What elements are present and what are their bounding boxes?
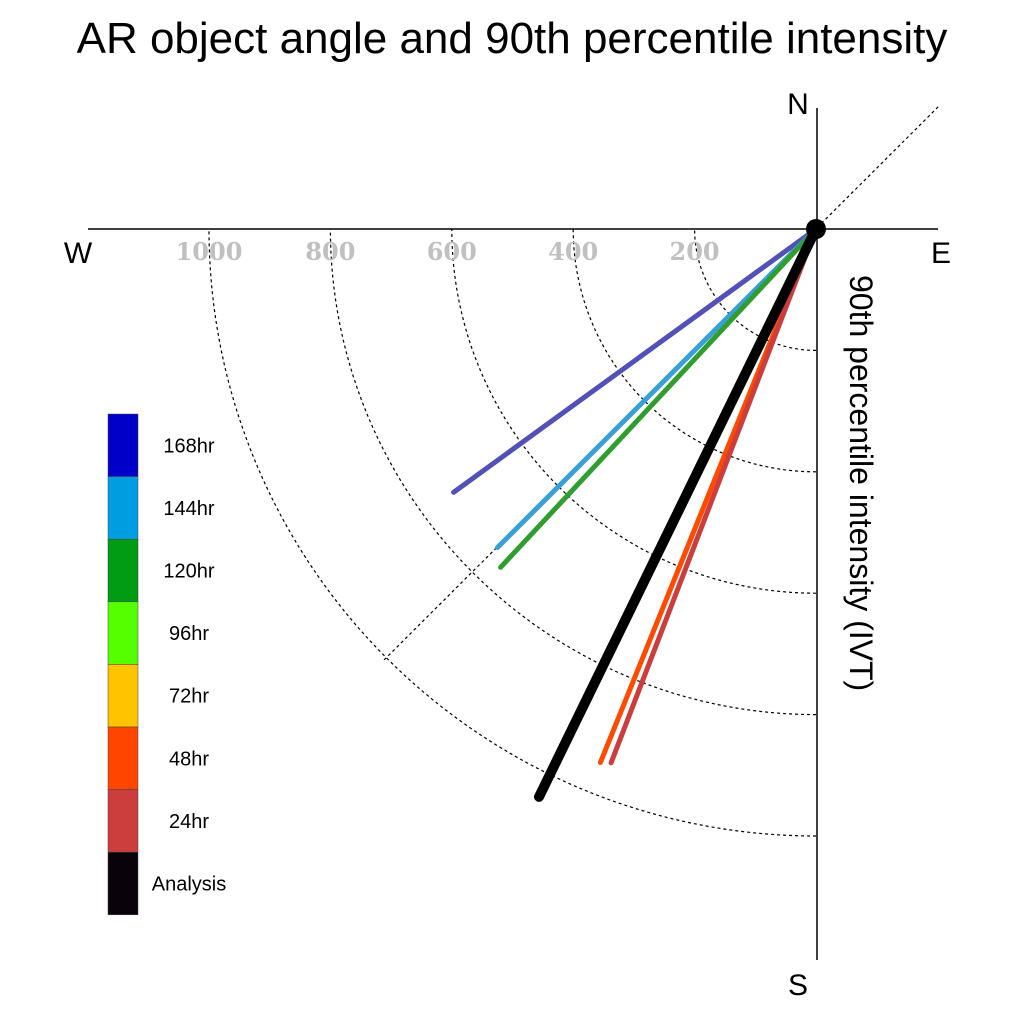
compass-north-label: N <box>787 88 809 121</box>
compass-east-label: E <box>931 237 951 270</box>
radial-axis-label: 90th percentile intensity (IVT) <box>843 275 879 691</box>
legend-label-24hr: 24hr <box>169 811 209 833</box>
vector-24hr <box>608 226 819 766</box>
grid-arc-1000 <box>208 228 817 837</box>
legend-swatch-96hr <box>107 601 139 665</box>
legend-label-72hr: 72hr <box>169 686 209 708</box>
compass-south-label: S <box>788 969 808 1002</box>
grid-arc-600 <box>451 228 817 594</box>
chart-title: AR object angle and 90th percentile inte… <box>76 14 948 63</box>
legend: 168hr 144hr 120hr 96hr 72hr 48hr 24hr Analysis <box>107 413 226 916</box>
legend-label-96hr: 96hr <box>169 623 209 645</box>
radial-tick-label-400: 400 <box>548 237 598 266</box>
legend-swatch-24hr <box>107 789 139 853</box>
legend-label-168hr: 168hr <box>163 435 214 457</box>
grid-arc-200 <box>694 228 817 351</box>
legend-swatch-72hr <box>107 664 139 728</box>
grid-arc-400 <box>572 228 817 473</box>
legend-label-48hr: 48hr <box>169 748 209 770</box>
vector-168hr <box>451 226 819 495</box>
series-vectors <box>451 224 821 802</box>
vector-120hr <box>498 226 819 570</box>
radial-tick-label-200: 200 <box>670 237 720 266</box>
legend-swatch-48hr <box>107 726 139 790</box>
legend-label-144hr: 144hr <box>163 498 214 520</box>
legend-label-120hr: 120hr <box>163 561 214 583</box>
legend-swatch-120hr <box>107 538 139 603</box>
radial-tick-label-800: 800 <box>305 237 355 266</box>
legend-swatch-144hr <box>107 476 139 540</box>
compass-west-label: W <box>64 237 93 270</box>
origin-point <box>806 219 826 239</box>
radial-tick-labels: 200 400 600 800 1000 <box>176 237 720 266</box>
vector-144hr <box>495 226 819 550</box>
radial-tick-label-600: 600 <box>427 237 477 266</box>
legend-label-analysis: Analysis <box>152 874 226 896</box>
legend-swatch-168hr <box>107 413 139 477</box>
vector-analysis <box>534 224 821 802</box>
legend-swatch-analysis <box>107 851 139 916</box>
grid-arcs <box>208 228 817 837</box>
grid-arc-800 <box>329 228 817 716</box>
radial-tick-label-1000: 1000 <box>176 237 243 266</box>
